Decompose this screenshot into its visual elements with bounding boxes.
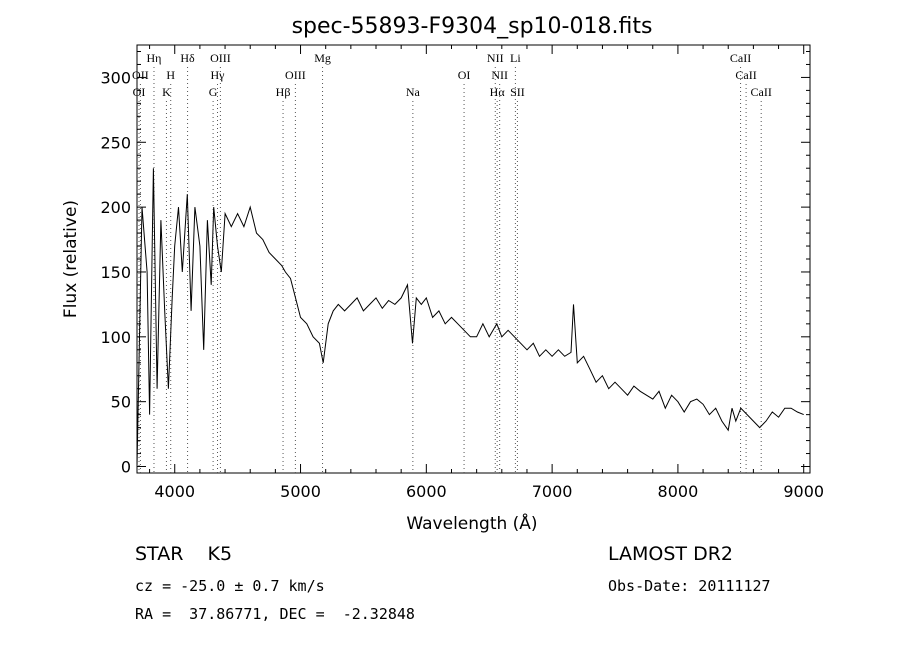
plot-frame — [136, 44, 811, 474]
spectral-line-label: Hη — [147, 51, 162, 65]
spectrum-series-line — [136, 168, 804, 467]
y-tick-label: 50 — [111, 393, 131, 412]
survey-name: LAMOST DR2 — [608, 543, 733, 565]
y-tick-label: 200 — [100, 198, 131, 217]
spectral-line-label: H — [166, 68, 175, 82]
spectral-line-label: G — [209, 85, 218, 99]
x-tick-label: 4000 — [154, 482, 195, 501]
x-axis-label: Wavelength (Å) — [406, 512, 537, 534]
spectral-line-label: Hβ — [276, 85, 291, 99]
x-tick-label: 6000 — [406, 482, 447, 501]
x-tick-label: 7000 — [532, 482, 573, 501]
spectral-line-markers: OII OI Hη HK Hδ OIII Hγ G Hβ OIII Mg Na OI NII NII Hα Li… — [132, 51, 772, 473]
spectral-line-label: CaII — [730, 51, 751, 65]
redshift-velocity: cz = -25.0 ± 0.7 km/s — [135, 577, 325, 595]
spectral-line-label: OI — [133, 85, 146, 99]
y-tick-label: 150 — [100, 263, 131, 282]
spectral-line-label: NII — [487, 51, 504, 65]
x-tick-label: 5000 — [280, 482, 321, 501]
spectral-line-label: OII — [132, 68, 149, 82]
spectral-line-label: Li — [510, 51, 521, 65]
observation-date: Obs-Date: 20111127 — [608, 577, 771, 595]
object-class: STAR K5 — [135, 543, 233, 565]
chart-title: spec-55893-F9304_sp10-018.fits — [292, 14, 653, 39]
x-tick-label: 8000 — [658, 482, 699, 501]
spectral-line-label: NII — [491, 68, 508, 82]
y-tick-label: 250 — [100, 133, 131, 152]
spectral-line-label: Hα — [490, 85, 506, 99]
x-tick-label: 9000 — [783, 482, 824, 501]
spectral-line-label: Hγ — [211, 68, 226, 82]
y-tick-label: 300 — [100, 68, 131, 87]
spectral-line-label: CaII — [751, 85, 772, 99]
axis-ticks: 4000 5000 6000 7000 8000 9000 0 50 100 150 200 250 3… — [100, 45, 824, 501]
spectral-line-label: OI — [458, 68, 471, 82]
spectral-line-label: Mg — [314, 51, 331, 65]
spectral-line-label: SII — [510, 85, 525, 99]
spectral-line-label: K — [162, 85, 171, 99]
y-tick-label: 0 — [121, 458, 131, 477]
spectral-line-label: OIII — [285, 68, 306, 82]
spectral-line-label: CaII — [735, 68, 756, 82]
y-axis-label: Flux (relative) — [61, 200, 81, 318]
coordinates: RA = 37.86771, DEC = -2.32848 — [135, 605, 415, 623]
spectral-line-label: OIII — [210, 51, 231, 65]
spectral-line-label: Na — [406, 85, 421, 99]
y-tick-label: 100 — [100, 328, 131, 347]
spectral-line-label: Hδ — [180, 51, 195, 65]
